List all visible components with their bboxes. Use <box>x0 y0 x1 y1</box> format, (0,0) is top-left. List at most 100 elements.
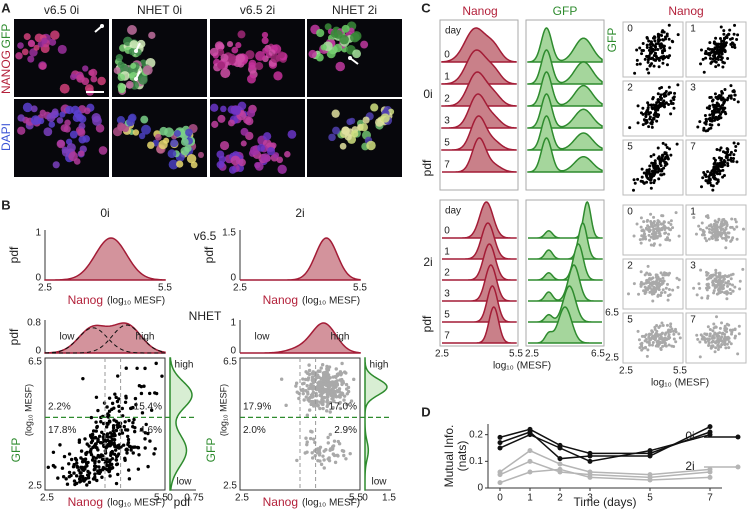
condition-label: 0i <box>100 206 109 220</box>
axis-label: GFP <box>605 28 619 53</box>
cell-point <box>651 340 655 344</box>
day-label: 7 <box>690 142 696 153</box>
cell-point <box>72 471 76 475</box>
cell-point <box>75 465 80 469</box>
cell-point <box>697 224 701 228</box>
cell-point <box>322 466 326 470</box>
cell-point <box>652 181 656 185</box>
cell-point <box>126 442 130 447</box>
cell <box>257 143 265 152</box>
density <box>442 285 517 323</box>
cell-point <box>341 449 346 453</box>
cell-point <box>655 119 659 123</box>
cell-point <box>645 271 649 275</box>
cell-point <box>92 464 97 468</box>
tick-label: 5.5 <box>353 283 367 294</box>
cell-point <box>666 298 670 302</box>
cell-point <box>719 146 723 150</box>
cell-point <box>85 464 89 468</box>
cell-point <box>655 329 659 333</box>
cell-point <box>709 171 713 175</box>
cell <box>81 77 90 86</box>
cell <box>64 119 71 127</box>
cell-point <box>737 332 741 336</box>
cell-point <box>734 144 738 148</box>
cell-point <box>318 445 323 449</box>
cell-point <box>673 91 677 95</box>
cell-point <box>322 379 326 383</box>
cell-point <box>714 60 718 64</box>
density <box>441 27 517 63</box>
ridge-frame <box>439 199 519 347</box>
cell-point <box>143 366 147 371</box>
density <box>528 285 602 323</box>
point <box>557 461 563 467</box>
cell-point <box>95 424 99 429</box>
cell-point <box>112 431 116 436</box>
cell <box>360 40 369 49</box>
y-tick-label: 0.1 <box>469 456 483 467</box>
cell-point <box>126 437 131 442</box>
cell-point <box>635 62 639 66</box>
axis-label: Nanog <box>68 293 103 307</box>
cell-point <box>67 452 72 456</box>
y-axis-label: (nats) <box>455 441 469 472</box>
cell-point <box>732 97 736 101</box>
cell-point <box>86 474 91 478</box>
cell-point <box>719 25 723 29</box>
cell-point <box>714 271 718 275</box>
cell-point <box>716 337 720 341</box>
cell-point <box>639 111 643 115</box>
cell-point <box>645 67 649 71</box>
cell-point <box>639 216 643 220</box>
cell-point <box>703 338 707 342</box>
percentage: 17.0% <box>329 401 357 412</box>
cell-point <box>649 40 653 44</box>
cell-point <box>737 324 741 328</box>
cell-point <box>340 361 344 366</box>
cell-point <box>656 286 660 290</box>
cell-point <box>711 279 715 283</box>
cell-point <box>111 429 116 433</box>
cell <box>33 44 40 51</box>
cell-point <box>345 402 349 407</box>
cell-point <box>647 332 651 336</box>
cell-point <box>85 483 89 487</box>
cell-point <box>708 332 712 336</box>
cell <box>66 143 76 153</box>
cell-point <box>131 451 135 455</box>
cell-point <box>676 83 680 87</box>
cell-point <box>701 176 705 180</box>
cell-point <box>123 420 127 424</box>
cell-point <box>674 330 678 334</box>
cell-point <box>635 58 639 62</box>
cell <box>210 103 219 112</box>
cell-point <box>333 460 338 465</box>
density <box>240 237 361 281</box>
cell-point <box>77 438 82 442</box>
cell <box>78 122 86 130</box>
cell-point <box>704 129 708 133</box>
cell-point <box>647 112 651 116</box>
cell-point <box>712 41 716 45</box>
cell <box>59 111 66 118</box>
cell-point <box>649 174 653 178</box>
line-label: NHET <box>189 309 222 323</box>
cell <box>219 140 230 151</box>
cell-point <box>647 170 651 174</box>
cell-point <box>639 179 643 183</box>
cell-point <box>89 450 93 455</box>
cell-point <box>648 282 652 286</box>
cell-point <box>653 171 657 175</box>
cell-point <box>311 390 316 395</box>
axis-label: GFP <box>204 438 218 463</box>
cell-point <box>692 215 696 219</box>
cell-point <box>720 332 724 336</box>
cell-point <box>723 340 727 344</box>
cell <box>246 109 256 118</box>
legend-label: 0i <box>685 429 694 443</box>
cell-point <box>321 402 325 407</box>
cell-point <box>101 435 105 440</box>
cell-point <box>304 436 308 440</box>
ridge-frame <box>439 19 519 191</box>
